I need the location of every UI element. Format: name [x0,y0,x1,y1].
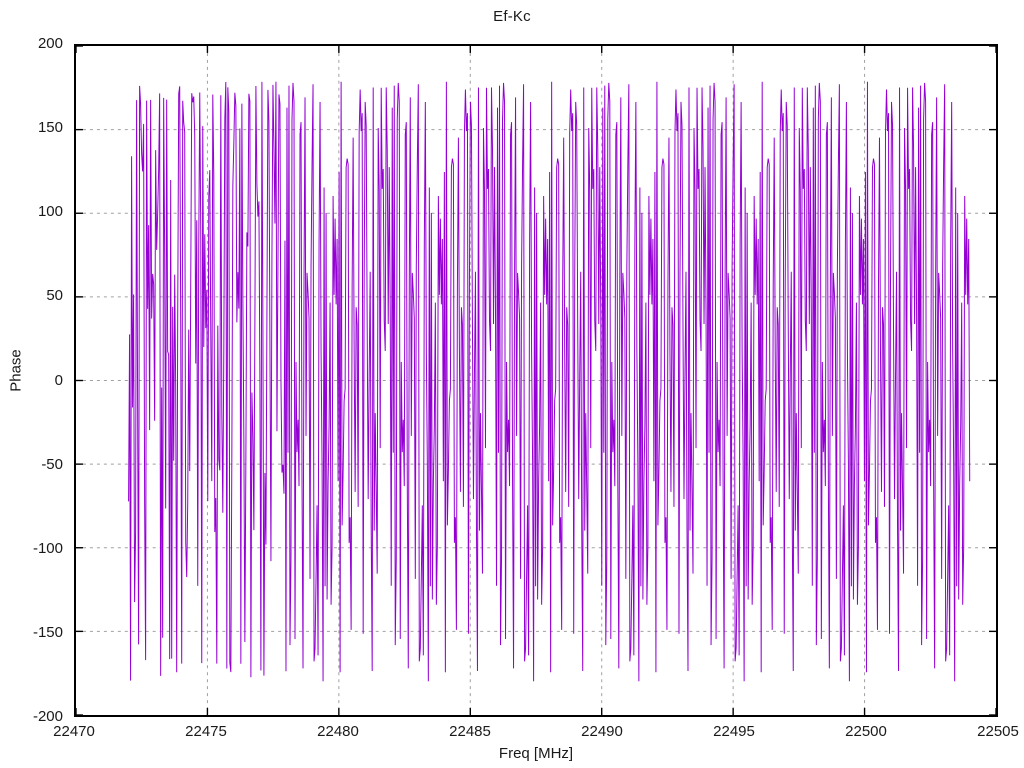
x-tick-label: 22485 [449,723,491,740]
y-tick-label: 200 [37,35,63,52]
data-series-ef-kc [128,81,971,682]
y-tick-label: -100 [32,539,63,557]
y-tick-label: -150 [32,623,63,641]
x-tick-label: 22505 [977,723,1019,740]
y-tick-label: 150 [37,119,63,137]
x-tick-label: 22470 [53,723,95,740]
x-tick-label: 22490 [581,723,623,740]
chart-title: Ef-Kc [493,8,531,25]
y-tick-label: -50 [41,455,63,473]
x-tick-label: 22475 [185,723,227,740]
plot-area [74,44,998,717]
x-tick-label: 22500 [845,723,887,740]
x-axis-label: Freq [MHz] [498,745,574,762]
y-axis-label: Phase [7,349,25,392]
y-tick-label: -200 [32,708,63,725]
y-tick-label: 0 [54,371,63,389]
y-tick-label: 100 [37,203,63,221]
y-tick-label: 50 [46,287,63,305]
x-tick-label: 22495 [713,723,755,740]
x-tick-label: 22480 [317,723,359,740]
